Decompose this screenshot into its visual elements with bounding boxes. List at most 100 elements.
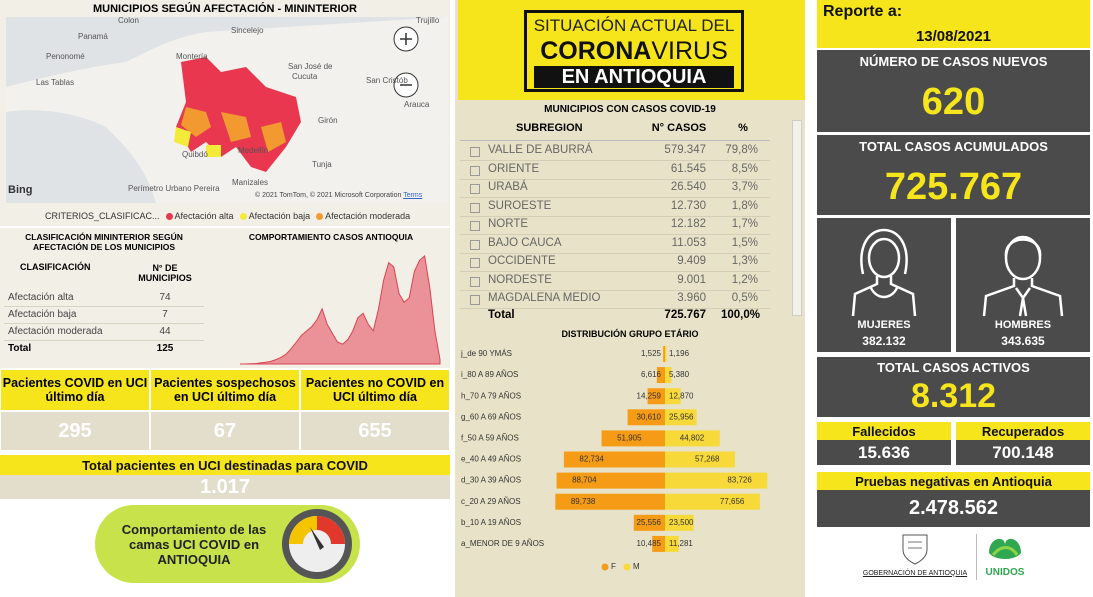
table-cell: SUROESTE bbox=[488, 199, 552, 212]
category-label: e_40 A 49 AÑOS bbox=[461, 455, 521, 464]
uci-beds-button[interactable]: Comportamiento de las camas UCI COVID en… bbox=[95, 505, 360, 583]
data-label: 30,610 bbox=[637, 412, 662, 421]
kpi-label: Fallecidos bbox=[817, 422, 951, 440]
classification-title: CLASIFICACIÓN MININTERIOR SEGÚN AFECTACI… bbox=[25, 232, 183, 252]
row-rule bbox=[4, 306, 204, 307]
report-box: Reporte a: 13/08/2021 bbox=[817, 0, 1090, 48]
map-place: Panamá bbox=[78, 32, 108, 41]
uci-label: Pacientes COVID en UCI último día bbox=[1, 370, 149, 410]
legend-label: Afectación baja bbox=[248, 211, 311, 221]
legend-item: Afectación baja bbox=[239, 211, 311, 221]
legend-label: Afectación moderada bbox=[325, 211, 411, 221]
button-label: Comportamiento de las camas UCI COVID en… bbox=[121, 521, 267, 567]
table-total: Total bbox=[8, 343, 32, 354]
table-header: N° DE MUNICIPIOS bbox=[138, 263, 192, 283]
table-header: SUBREGION bbox=[516, 122, 583, 134]
subregion-table: SUBREGION N° CASOS% VALLE DE ABURRÁ 579.347… bbox=[460, 118, 792, 324]
bar bbox=[633, 514, 665, 531]
table-cell: NORTE bbox=[488, 218, 529, 230]
row-rule bbox=[460, 234, 770, 235]
map-place: Trujillo bbox=[416, 17, 440, 25]
women-box: MUJERES 382.132 bbox=[817, 218, 951, 352]
table-cell: 579.347 bbox=[664, 144, 706, 156]
table-cell: 12.730 bbox=[670, 199, 706, 212]
expand-icon bbox=[470, 258, 480, 268]
legend-label: Afectación alta bbox=[174, 211, 234, 221]
kpi-value: 343.635 bbox=[1001, 334, 1045, 348]
legend-swatch bbox=[623, 563, 631, 571]
data-label: 23,500 bbox=[669, 518, 694, 527]
report-label: Reporte a: bbox=[823, 3, 903, 20]
expand-icon bbox=[470, 165, 480, 176]
map-place: Cucuta bbox=[292, 72, 318, 81]
legend-swatch bbox=[316, 212, 324, 220]
bar bbox=[563, 451, 665, 468]
category-label: d_30 A 39 AÑOS bbox=[461, 476, 521, 485]
table-cell: 1,5% bbox=[731, 236, 758, 249]
chart-title: DISTRIBUCIÓN GRUPO ETÁRIO bbox=[561, 329, 699, 339]
map-title: MUNICIPIOS SEGÚN AFECTACIÓN - MININTERIO… bbox=[93, 3, 357, 15]
table-header: N° CASOS bbox=[651, 122, 707, 134]
legend-swatch bbox=[165, 212, 173, 220]
row-rule bbox=[460, 178, 770, 180]
kpi-label: TOTAL CASOS ACTIVOS bbox=[877, 359, 1030, 375]
expand-icon bbox=[470, 239, 480, 250]
bar bbox=[665, 514, 694, 531]
table-cell: ORIENTE bbox=[488, 162, 540, 175]
data-label: 57,268 bbox=[695, 455, 720, 464]
row-rule bbox=[460, 215, 770, 217]
data-label: 51,905 bbox=[617, 434, 642, 443]
map-place: Quibdó bbox=[182, 150, 208, 159]
data-label: 77,656 bbox=[720, 497, 745, 506]
table-cell: 1,8% bbox=[731, 199, 758, 212]
logo-virus: VIRUS bbox=[651, 36, 728, 65]
expand-icon bbox=[470, 202, 480, 213]
map-place: Penonomé bbox=[46, 52, 85, 61]
expand-icon bbox=[470, 295, 480, 305]
data-label: 12,870 bbox=[669, 391, 694, 400]
map-place: Perímetro Urbano Pereira bbox=[128, 184, 220, 193]
zoom-in-icon bbox=[400, 33, 412, 45]
terms-link[interactable]: Terms bbox=[403, 192, 423, 199]
legend-item: Afectación alta bbox=[165, 211, 234, 221]
table-cell: 9.409 bbox=[677, 255, 706, 267]
row-rule bbox=[460, 160, 770, 161]
bar bbox=[656, 367, 665, 384]
expand-icon bbox=[470, 184, 480, 194]
map-place: Manizales bbox=[232, 178, 268, 187]
map: Colon Panamá Penonomé Las Tablas Montería Sin… bbox=[6, 17, 448, 203]
logo-line3: EN ANTIOQUIA bbox=[534, 66, 734, 88]
kpi-value: 620 bbox=[921, 80, 986, 123]
table-header: CLASIFICACIÓN bbox=[20, 262, 91, 272]
bar bbox=[555, 493, 665, 510]
bar bbox=[627, 409, 665, 426]
row-rule bbox=[460, 308, 770, 309]
category-label: h_70 A 79 AÑOS bbox=[461, 391, 521, 400]
table-cell: 3,7% bbox=[731, 181, 758, 193]
data-label: 10,485 bbox=[637, 539, 662, 548]
bar bbox=[665, 346, 667, 362]
uci-value: 295 bbox=[1, 412, 149, 450]
attribution-text: © 2021 TomTom, © 2021 Microsoft Corporat… bbox=[255, 192, 402, 199]
map-place: Tunja bbox=[312, 160, 332, 169]
report-date: 13/08/2021 bbox=[915, 27, 992, 45]
map-brand: Bing bbox=[8, 184, 33, 196]
kpi-label: HOMBRES bbox=[994, 319, 1052, 331]
category-label: a_MENOR DE 9 AÑOS bbox=[461, 539, 544, 548]
expand-icon bbox=[470, 276, 480, 287]
bar bbox=[665, 472, 768, 489]
data-label: 14,259 bbox=[637, 391, 662, 400]
gauge-icon bbox=[282, 509, 352, 579]
table-total: Total bbox=[488, 308, 515, 321]
scrollbar[interactable] bbox=[792, 120, 802, 316]
logo-gobernacion: GOBERNACIÓN DE ANTIOQUIA bbox=[862, 569, 968, 577]
new-cases-box: NÚMERO DE CASOS NUEVOS 620 bbox=[817, 50, 1090, 132]
data-label: 82,734 bbox=[579, 455, 604, 464]
legend-label: M bbox=[633, 562, 640, 571]
bar bbox=[665, 367, 672, 384]
table-total: 125 bbox=[156, 343, 174, 354]
table-cell: Afectación moderada bbox=[8, 326, 103, 337]
coat-of-arms bbox=[902, 534, 928, 565]
